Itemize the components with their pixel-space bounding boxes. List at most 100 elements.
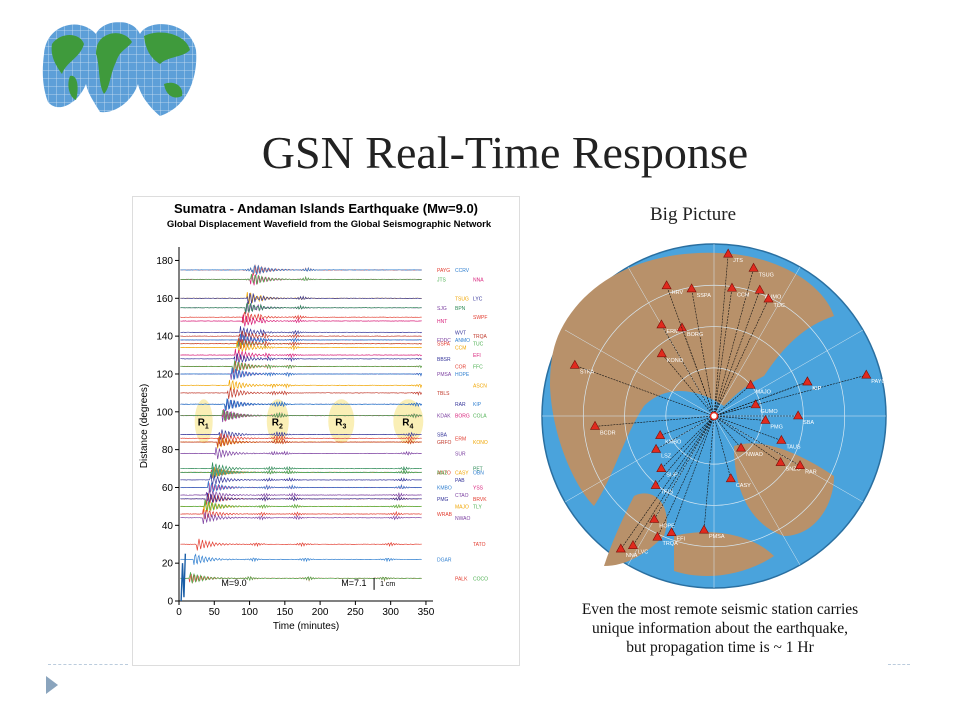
station-label: PET — [473, 467, 483, 473]
station-trace — [180, 293, 422, 305]
station-marker-icon — [760, 414, 771, 424]
wave-group-label: R3 — [335, 417, 346, 430]
ray-path — [574, 365, 715, 417]
station-label: TRQA — [473, 334, 488, 340]
station-marker-icon — [736, 442, 747, 452]
station-trace — [180, 314, 422, 327]
station-trace — [180, 367, 423, 380]
map-station-label: TAUS — [786, 445, 801, 451]
station-trace — [180, 379, 423, 392]
y-tick-label: 20 — [162, 559, 174, 570]
station-marker-icon — [661, 280, 672, 290]
station-label: BRVK — [473, 497, 487, 503]
x-tick-label: 0 — [176, 607, 182, 618]
epicenter-marker-icon — [709, 411, 719, 421]
y-tick-label: 100 — [156, 407, 173, 418]
station-trace — [180, 489, 422, 502]
y-tick-label: 140 — [156, 332, 173, 343]
map-station-label: LVC — [638, 550, 648, 556]
station-label: WVT — [455, 330, 466, 336]
station-trace — [180, 399, 422, 411]
ray-path — [713, 415, 742, 449]
map-station-label: TSUG — [759, 272, 774, 278]
map-station-label: HOPE — [659, 523, 675, 529]
station-label: CTAO — [455, 493, 469, 499]
station-trace — [180, 473, 422, 486]
station-label: ANTO — [437, 470, 451, 476]
station-marker-icon — [627, 540, 638, 549]
station-trace — [180, 333, 422, 347]
map-station-label: KONO — [667, 358, 684, 364]
station-trace — [180, 508, 422, 519]
station-label: SJG — [437, 306, 447, 312]
y-tick-label: 160 — [156, 294, 173, 305]
ray-path — [620, 415, 715, 550]
map-station-label: NNA — [626, 553, 638, 559]
ray-path — [661, 415, 715, 469]
ray-path — [632, 415, 715, 546]
map-station-label: SSPA — [697, 293, 712, 299]
station-label: LYC — [473, 296, 483, 302]
azimuth-line — [713, 415, 801, 566]
x-tick-label: 50 — [209, 607, 221, 618]
station-label: CCRV — [455, 268, 470, 274]
bullet-arrow-icon — [46, 676, 58, 694]
station-trace — [180, 337, 422, 350]
wave-group-highlight — [328, 399, 355, 444]
ray-path — [703, 415, 715, 531]
ray-path — [655, 415, 715, 450]
scale-label: 1 cm — [380, 581, 395, 588]
station-label: CCM — [455, 345, 466, 351]
station-label: PAB — [455, 478, 465, 484]
map-station-label: TRQA — [662, 541, 678, 547]
station-label: PMSA — [437, 372, 452, 378]
station-label: EFI — [473, 353, 481, 359]
map-station-label: JTS — [733, 258, 743, 264]
station-trace — [180, 340, 422, 354]
map-station-label: EFI — [677, 537, 686, 543]
map-station-label: LSZ — [661, 453, 672, 459]
station-trace — [180, 409, 422, 421]
map-station-label: PMG — [770, 424, 783, 430]
map-station-label: MAJO — [756, 389, 772, 395]
magnitude-label: M=7.1 — [341, 578, 366, 588]
ray-path — [594, 415, 715, 427]
ray-path — [713, 404, 756, 417]
x-tick-label: 350 — [418, 607, 435, 618]
y-tick-label: 40 — [162, 521, 174, 532]
station-trace — [180, 480, 422, 493]
ray-path — [713, 415, 801, 466]
map-station-label: KIP — [812, 386, 821, 392]
map-station-label: TRIS — [661, 490, 674, 496]
ray-path — [657, 415, 715, 538]
footer-divider — [888, 664, 910, 665]
station-label: BORG — [455, 414, 470, 420]
station-marker-icon — [656, 463, 667, 473]
ray-path — [713, 415, 732, 479]
station-label: JTS — [437, 277, 447, 283]
magnitude-label: M=9.0 — [221, 578, 246, 588]
station-trace — [180, 330, 422, 343]
station-trace — [180, 499, 422, 512]
station-label: SSPA — [437, 342, 451, 348]
station-label: PAYG — [437, 268, 450, 274]
chart-subtitle: Global Displacement Wavefield from the G… — [166, 219, 492, 230]
ray-path — [713, 290, 761, 417]
map-station-label: ERM — [666, 329, 679, 335]
seismogram-chart: 0 20 40 60 80 100 120 140 160 180 0 50 100 150 200 250 3… — [139, 247, 488, 632]
ray-path — [713, 298, 769, 417]
station-marker-icon — [651, 443, 662, 453]
station-label: COLA — [473, 414, 487, 420]
x-tick-label: 200 — [312, 607, 329, 618]
station-marker-icon — [656, 319, 667, 329]
station-label: OBN — [473, 470, 484, 476]
map-station-label: PAYG — [871, 379, 885, 385]
ray-path — [713, 254, 729, 417]
station-label: KDAK — [437, 414, 451, 420]
azimuth-line — [713, 266, 801, 417]
caption-line: but propagation time is ~ 1 Hr — [626, 639, 814, 656]
wave-group-label: R1 — [198, 417, 209, 430]
station-label: RAR — [455, 402, 466, 408]
station-marker-icon — [655, 429, 666, 439]
x-tick-label: 100 — [241, 607, 258, 618]
